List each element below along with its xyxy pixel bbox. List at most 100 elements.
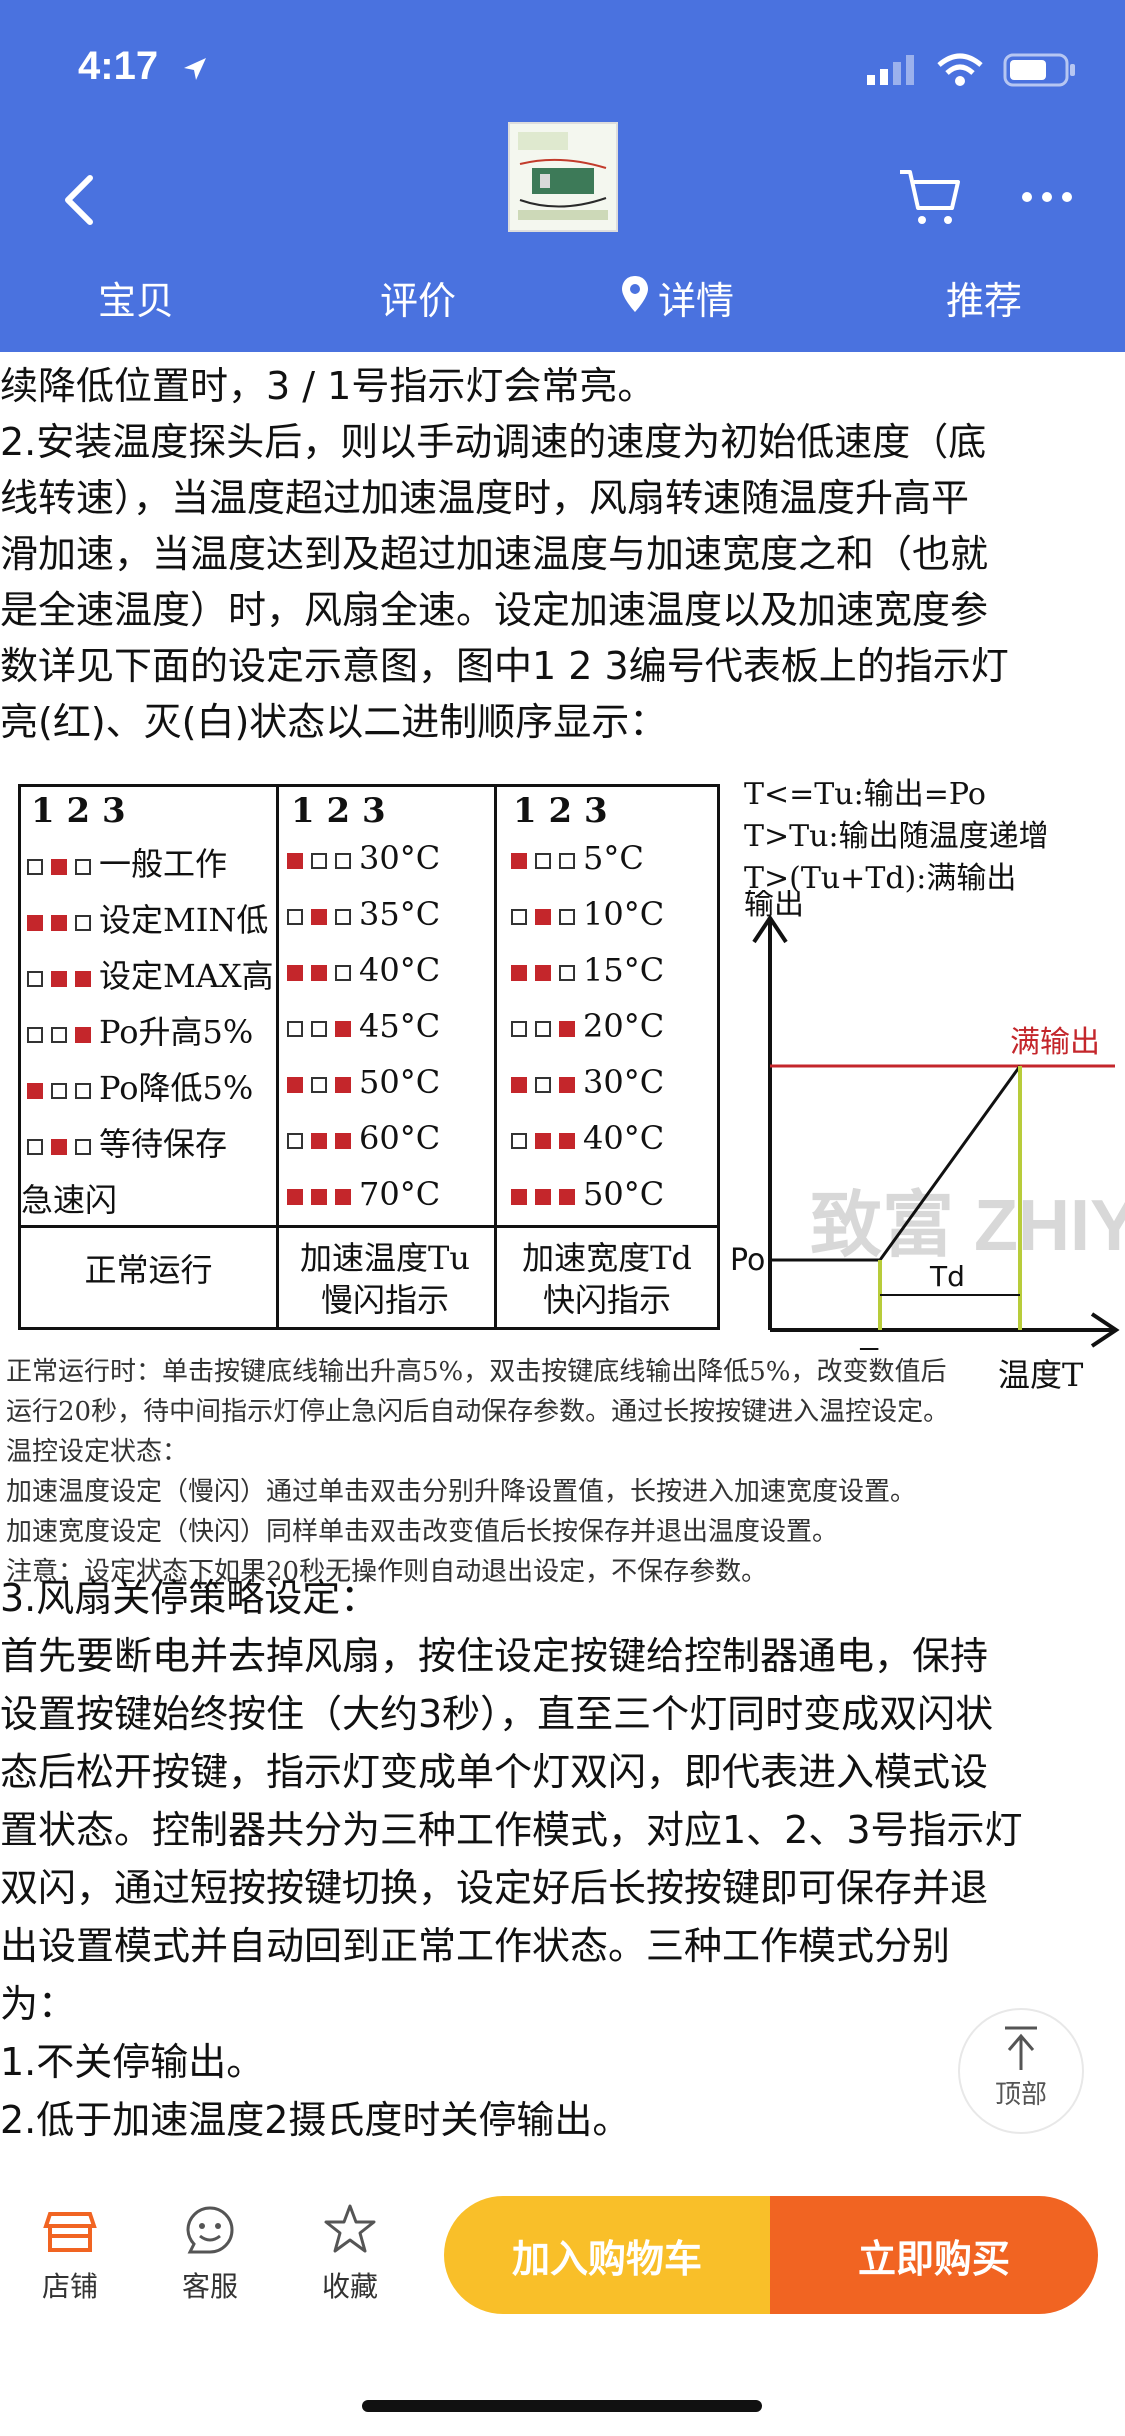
led-on-icon	[535, 964, 551, 981]
led-on-icon	[335, 1020, 351, 1037]
fast-flash-label: 急速闪	[21, 1181, 118, 1219]
back-to-top-button[interactable]: 顶部	[958, 2008, 1084, 2134]
led-on-icon	[311, 964, 327, 981]
led-row-label: 设定MAX高	[99, 957, 274, 995]
led-row-label: 20°C	[583, 1007, 665, 1045]
service-label: 客服	[181, 2270, 238, 2303]
led-row-label: 设定MIN低	[99, 901, 269, 939]
led-off-icon	[287, 1020, 303, 1037]
column-header: 1 2 3	[31, 791, 126, 831]
location-pin-icon	[622, 276, 648, 312]
led-row-label: Po升高5%	[99, 1013, 254, 1051]
led-row-label: 10°C	[583, 895, 665, 933]
led-off-icon	[51, 1082, 67, 1099]
led-row-label: 等待保存	[99, 1125, 228, 1163]
rule-line: T<=Tu:输出=Po	[744, 777, 986, 812]
led-off-icon	[311, 1076, 327, 1093]
paragraph-line: 置状态。控制器共分为三种工作模式，对应1、2、3号指示灯	[0, 1808, 1023, 1852]
paragraph-line: 为：	[0, 1982, 77, 2026]
led-on-icon	[311, 1132, 327, 1149]
led-on-icon	[75, 970, 91, 987]
led-row: 5°C	[511, 839, 644, 877]
led-status-table: 1 2 3 1 2 3 1 2 3 一般工作 设定MIN低 设定MAX高 Po升高5%…	[18, 784, 720, 1330]
led-on-icon	[535, 908, 551, 925]
led-row: 70°C	[287, 1175, 440, 1213]
column-header: 1 2 3	[513, 791, 608, 831]
led-row: Po降低5%	[27, 1063, 253, 1109]
output-curve-graph: 致富 ZHIYU 输出 满输出 Po Td Tu	[730, 890, 1125, 1350]
back-icon[interactable]	[52, 170, 112, 230]
home-indicator	[362, 2400, 762, 2412]
led-row: 20°C	[511, 1007, 664, 1045]
led-on-icon	[287, 1076, 303, 1093]
led-on-icon	[27, 914, 43, 931]
status-time: 4:17	[78, 44, 159, 88]
tab-item[interactable]: 宝贝	[98, 279, 175, 323]
led-off-icon	[75, 1082, 91, 1099]
arrow-up-icon	[1005, 2026, 1037, 2070]
tab-recommend[interactable]: 推荐	[946, 279, 1023, 323]
led-on-icon	[75, 1026, 91, 1043]
led-off-icon	[311, 852, 327, 869]
paragraph-line: 首先要断电并去掉风扇，按住设定按键给控制器通电，保持	[0, 1634, 989, 1678]
led-row-label: 40°C	[583, 1119, 665, 1157]
header-bar: 4:17 宝	[0, 0, 1125, 352]
table-divider	[21, 1225, 717, 1228]
rule-line: T>Tu:输出随温度递增	[744, 819, 1049, 854]
led-on-icon	[311, 1188, 327, 1205]
add-to-cart-button[interactable]: 加入购物车	[444, 2196, 770, 2314]
favorite-button[interactable]: 收藏	[300, 2202, 400, 2305]
paragraph-line: 续降低位置时，3 / 1号指示灯会常亮。	[0, 364, 656, 408]
led-row-label: 40°C	[359, 951, 441, 989]
output-rules: T<=Tu:输出=Po T>Tu:输出随温度递增 T>(Tu+Td):满输出	[744, 774, 1049, 900]
rule-line: T>(Tu+Td):满输出	[744, 861, 1017, 896]
paragraph-line: 3.风扇关停策略设定：	[0, 1576, 379, 1620]
buy-now-button[interactable]: 立即购买	[770, 2196, 1098, 2314]
led-on-icon	[51, 1138, 67, 1155]
footer-normal: 正常运行	[84, 1251, 213, 1289]
service-button[interactable]: 客服	[160, 2202, 260, 2305]
back-to-top-label: 顶部	[994, 2080, 1047, 2110]
led-on-icon	[51, 858, 67, 875]
led-on-icon	[27, 1082, 43, 1099]
led-row-label: 50°C	[359, 1063, 441, 1101]
note-line: 运行20秒，待中间指示灯停止急闪后自动保存参数。通过长按按键进入温控设定。	[6, 1397, 950, 1427]
led-row-label: 5°C	[583, 839, 644, 877]
tab-review[interactable]: 评价	[380, 279, 457, 323]
led-on-icon	[559, 1020, 575, 1037]
star-icon	[324, 2204, 376, 2253]
led-on-icon	[335, 1132, 351, 1149]
led-row: 40°C	[287, 951, 440, 989]
product-thumbnail-image	[510, 124, 616, 230]
led-row: 等待保存	[27, 1119, 227, 1165]
led-row-label: 35°C	[359, 895, 441, 933]
paragraph-line: 线转速），当温度超过加速温度时，风扇转速随温度升高平	[0, 476, 970, 520]
favorite-label: 收藏	[321, 2270, 378, 2303]
paragraph-line: 亮(红)、灭(白)状态以二进制顺序显示：	[0, 700, 668, 744]
note-line: 正常运行时：单击按键底线输出升高5%，双击按键底线输出降低5%，改变数值后	[6, 1357, 947, 1387]
tab-details[interactable]: 详情	[658, 279, 735, 323]
led-row-label: 15°C	[583, 951, 665, 989]
led-on-icon	[51, 914, 67, 931]
led-on-icon	[535, 1132, 551, 1149]
tab-bar: 宝贝 评价 详情 推荐	[0, 270, 1125, 330]
product-thumbnail[interactable]	[508, 122, 618, 232]
led-off-icon	[75, 858, 91, 875]
led-off-icon	[511, 1020, 527, 1037]
more-icon[interactable]	[1020, 190, 1074, 204]
led-row: 50°C	[287, 1063, 440, 1101]
led-row: 30°C	[511, 1063, 664, 1101]
led-on-icon	[511, 852, 527, 869]
led-on-icon	[335, 1076, 351, 1093]
wifi-icon	[937, 53, 983, 86]
notes-block: 正常运行时：单击按键底线输出升高5%，双击按键底线输出降低5%，改变数值后 运行…	[6, 1352, 1121, 1592]
store-button[interactable]: 店铺	[20, 2202, 120, 2305]
location-arrow-icon	[184, 58, 206, 80]
store-label: 店铺	[41, 2270, 98, 2303]
led-off-icon	[51, 1026, 67, 1043]
led-on-icon	[511, 1076, 527, 1093]
paragraph-line: 2.低于加速温度2摄氏度时关停输出。	[0, 2098, 631, 2142]
led-row: 10°C	[511, 895, 664, 933]
cart-icon[interactable]	[896, 162, 964, 230]
led-on-icon	[511, 1188, 527, 1205]
